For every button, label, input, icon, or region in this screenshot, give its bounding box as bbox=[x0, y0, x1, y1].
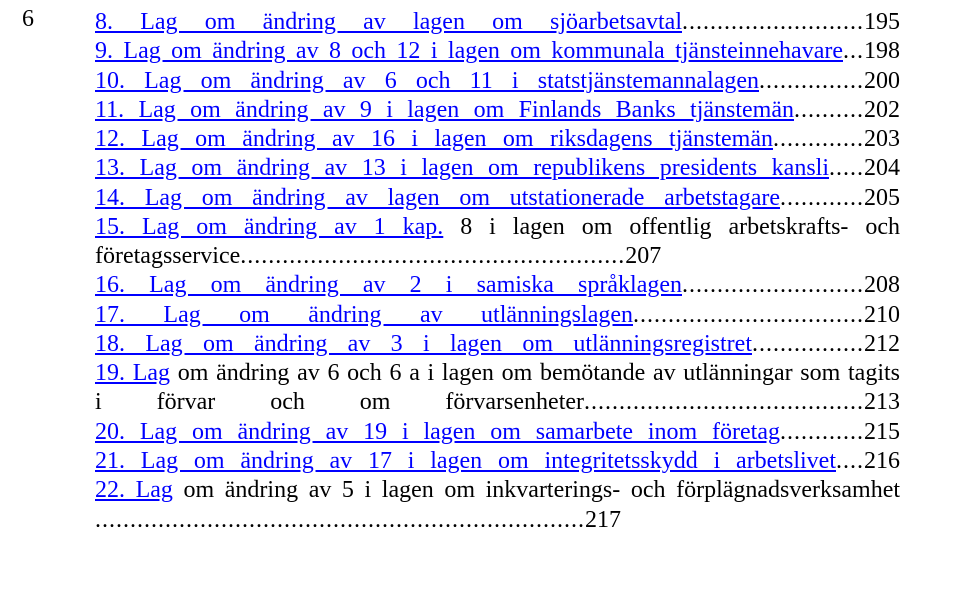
toc-leader: ................................. bbox=[633, 302, 864, 328]
toc-entry-text: företagsservice bbox=[95, 243, 240, 269]
toc-page: 202 bbox=[864, 97, 900, 123]
toc-leader: ... bbox=[843, 38, 864, 64]
toc-link[interactable]: 11. Lag om ändring av 9 i lagen om Finla… bbox=[95, 97, 794, 123]
toc-page: 208 bbox=[864, 272, 900, 298]
toc-link[interactable]: 12. Lag om ändring av 16 i lagen om riks… bbox=[95, 126, 773, 152]
toc-page: 203 bbox=[864, 126, 900, 152]
toc-leader: .......... bbox=[794, 97, 864, 123]
toc-entry-continuation: ........................................… bbox=[95, 506, 900, 535]
toc-page: 213 bbox=[864, 389, 900, 415]
toc-entry: 9. Lag om ändring av 8 och 12 i lagen om… bbox=[95, 37, 900, 66]
toc-link[interactable]: 14. Lag om ändring av lagen om utstation… bbox=[95, 185, 780, 211]
toc-page: 204 bbox=[864, 155, 900, 181]
toc-link[interactable]: 20. Lag om ändring av 19 i lagen om sama… bbox=[95, 419, 780, 445]
toc-leader: ..... bbox=[829, 155, 864, 181]
toc-page: 195 bbox=[864, 9, 900, 35]
toc-link[interactable]: 15. Lag om ändring av 1 kap. bbox=[95, 214, 443, 240]
toc-leader: .......................... bbox=[682, 9, 864, 35]
toc-entry: 10. Lag om ändring av 6 och 11 i statstj… bbox=[95, 67, 900, 96]
toc-leader: ........................................ bbox=[584, 389, 864, 415]
toc-link[interactable]: 16. Lag om ändring av 2 i samiska språkl… bbox=[95, 272, 682, 298]
toc-entry: 14. Lag om ändring av lagen om utstation… bbox=[95, 184, 900, 213]
toc-link[interactable]: 22. Lag bbox=[95, 477, 173, 503]
toc-entry: 16. Lag om ändring av 2 i samiska språkl… bbox=[95, 271, 900, 300]
toc-leader: ............ bbox=[780, 185, 864, 211]
document-page: 6 8. Lag om ändring av lagen om sjöarbet… bbox=[0, 0, 960, 599]
toc-entry: 19. Lag om ändring av 6 och 6 a i lagen … bbox=[95, 359, 900, 388]
toc-entry: 11. Lag om ändring av 9 i lagen om Finla… bbox=[95, 96, 900, 125]
toc-leader: ........................................… bbox=[240, 243, 625, 269]
toc-entry: 13. Lag om ändring av 13 i lagen om repu… bbox=[95, 154, 900, 183]
toc-entry-text: 8 i lagen om offentlig arbetskrafts- och bbox=[443, 214, 900, 240]
toc-entry-continuation: företagsservice.........................… bbox=[95, 242, 900, 271]
toc-page: 217 bbox=[585, 507, 621, 533]
toc-leader: ................ bbox=[752, 331, 864, 357]
toc-leader: ........................................… bbox=[95, 507, 585, 533]
toc-entry-text: i förvar och om förvarsenheter bbox=[95, 389, 584, 415]
toc-entry: 21. Lag om ändring av 17 i lagen om inte… bbox=[95, 447, 900, 476]
toc-entry: 17. Lag om ändring av utlänningslagen...… bbox=[95, 301, 900, 330]
toc-link[interactable]: 21. Lag om ändring av 17 i lagen om inte… bbox=[95, 448, 836, 474]
toc-page: 198 bbox=[864, 38, 900, 64]
toc-page: 207 bbox=[625, 243, 661, 269]
toc-leader: ............ bbox=[780, 419, 864, 445]
toc-page: 205 bbox=[864, 185, 900, 211]
toc-link[interactable]: 17. Lag om ändring av utlänningslagen bbox=[95, 302, 633, 328]
toc-link[interactable]: 13. Lag om ändring av 13 i lagen om repu… bbox=[95, 155, 829, 181]
toc-page: 215 bbox=[864, 419, 900, 445]
toc-link[interactable]: 10. Lag om ändring av 6 och 11 i statstj… bbox=[95, 68, 759, 94]
toc-leader: ............. bbox=[773, 126, 864, 152]
toc-leader: .......................... bbox=[682, 272, 864, 298]
toc-entry: 20. Lag om ändring av 19 i lagen om sama… bbox=[95, 418, 900, 447]
toc-entry: 22. Lag om ändring av 5 i lagen om inkva… bbox=[95, 476, 900, 505]
toc-link[interactable]: 8. Lag om ändring av lagen om sjöarbetsa… bbox=[95, 9, 682, 35]
toc-link[interactable]: 19. Lag bbox=[95, 360, 170, 386]
table-of-contents: 8. Lag om ändring av lagen om sjöarbetsa… bbox=[95, 8, 900, 535]
toc-entry: 8. Lag om ändring av lagen om sjöarbetsa… bbox=[95, 8, 900, 37]
toc-page: 216 bbox=[864, 448, 900, 474]
page-number: 6 bbox=[22, 6, 34, 33]
toc-link[interactable]: 18. Lag om ändring av 3 i lagen om utlän… bbox=[95, 331, 752, 357]
toc-entry-text: om ändring av 6 och 6 a i lagen om bemöt… bbox=[170, 360, 900, 386]
toc-page: 212 bbox=[864, 331, 900, 357]
toc-page: 200 bbox=[864, 68, 900, 94]
toc-entry: 12. Lag om ändring av 16 i lagen om riks… bbox=[95, 125, 900, 154]
toc-entry: 15. Lag om ändring av 1 kap. 8 i lagen o… bbox=[95, 213, 900, 242]
toc-link[interactable]: 9. Lag om ändring av 8 och 12 i lagen om… bbox=[95, 38, 843, 64]
toc-page: 210 bbox=[864, 302, 900, 328]
toc-entry-continuation: i förvar och om förvarsenheter..........… bbox=[95, 388, 900, 417]
toc-leader: ............... bbox=[759, 68, 864, 94]
toc-entry: 18. Lag om ändring av 3 i lagen om utlän… bbox=[95, 330, 900, 359]
toc-entry-text: om ändring av 5 i lagen om inkvarterings… bbox=[173, 477, 900, 503]
toc-leader: .... bbox=[836, 448, 864, 474]
